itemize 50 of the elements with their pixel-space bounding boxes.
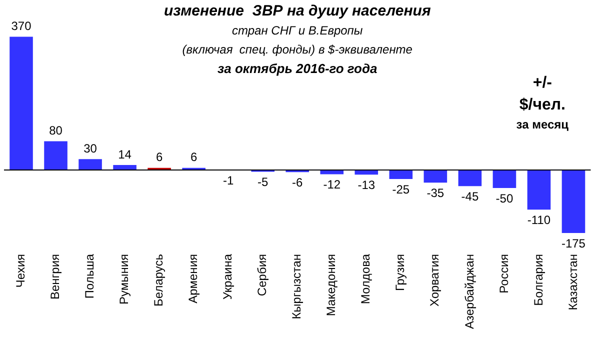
x-tick-label: Польша xyxy=(82,254,97,299)
data-label: -35 xyxy=(426,186,444,200)
x-tick-label: Казахстан xyxy=(566,254,580,310)
data-label: 6 xyxy=(190,150,198,164)
data-label: 80 xyxy=(49,124,63,138)
data-label: -13 xyxy=(358,178,376,192)
data-label: -25 xyxy=(392,182,410,196)
x-tick-label: Армения xyxy=(186,254,200,304)
x-tick-label: Россия xyxy=(496,254,511,294)
chart-title: изменение ЗВР на душу населения xyxy=(164,2,431,20)
x-tick-label: Беларусь xyxy=(152,254,166,306)
bar xyxy=(458,170,482,186)
chart-subtitle: стран СНГ и В.Европы (включая спец. фонды) в $-эквиваленте за октябрь 2016-го года xyxy=(182,23,413,76)
x-tick-label: Македония xyxy=(324,254,338,316)
data-label: -50 xyxy=(496,191,514,206)
data-label: -110 xyxy=(527,212,551,227)
x-tick-label: Хорватия xyxy=(428,254,442,307)
bar xyxy=(113,164,136,170)
data-label: 6 xyxy=(156,150,163,164)
x-tick-label: Венгрия xyxy=(48,254,62,300)
data-label: 370 xyxy=(11,19,32,34)
bar xyxy=(44,141,68,170)
bar xyxy=(424,170,448,183)
bar xyxy=(492,170,516,188)
data-label: -1 xyxy=(223,174,234,188)
data-label: -175 xyxy=(561,236,586,250)
bar xyxy=(320,170,344,174)
x-tick-label: Азербайджан xyxy=(462,254,476,330)
data-label: -45 xyxy=(461,189,479,204)
x-tick-label: Молдова xyxy=(358,254,373,304)
bar xyxy=(389,170,413,179)
bar xyxy=(527,170,551,210)
data-label: 14 xyxy=(118,147,132,162)
bar xyxy=(10,36,33,170)
data-label: -6 xyxy=(292,175,304,190)
x-tick-label: Румыния xyxy=(117,254,132,305)
data-label: -12 xyxy=(323,178,341,192)
annotation: +/- xyxy=(532,74,552,92)
bar xyxy=(78,159,102,170)
x-tick-label: Кыргызстан xyxy=(290,254,304,320)
x-tick-label: Болгария xyxy=(531,254,546,306)
bar xyxy=(562,170,586,233)
x-tick-label: Сербия xyxy=(255,254,270,296)
annotation: $/чел. xyxy=(519,96,566,114)
data-label: -5 xyxy=(258,175,269,190)
x-tick-label: Чехия xyxy=(14,254,28,288)
annotation: за месяц xyxy=(516,117,570,132)
x-tick-label: Украина xyxy=(220,254,235,300)
data-label: 30 xyxy=(84,142,98,156)
x-tick-label: Грузия xyxy=(393,254,408,292)
